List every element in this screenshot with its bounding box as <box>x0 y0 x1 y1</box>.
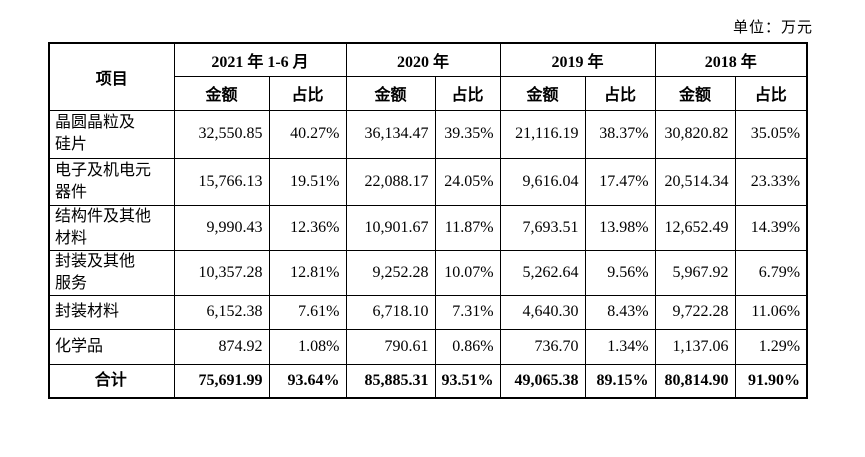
ratio-cell: 39.35% <box>434 109 501 159</box>
ratio-cell: 14.39% <box>734 204 808 251</box>
total-ratio-cell: 91.90% <box>734 363 808 399</box>
row-label: 结构件及其他 材料 <box>48 204 175 251</box>
table-row: 化学品 874.92 1.08% 790.61 0.86% 736.70 1.3… <box>48 328 808 365</box>
total-label: 合计 <box>48 363 175 399</box>
amount-cell: 10,901.67 <box>345 204 436 251</box>
ratio-cell: 10.07% <box>434 249 501 296</box>
amount-cell: 5,262.64 <box>499 249 586 296</box>
total-amount-cell: 85,885.31 <box>345 363 436 399</box>
ratio-cell: 6.79% <box>734 249 808 296</box>
header-amount: 金额 <box>654 75 736 111</box>
amount-cell: 874.92 <box>173 328 270 365</box>
amount-cell: 21,116.19 <box>499 109 586 159</box>
amount-cell: 9,990.43 <box>173 204 270 251</box>
header-row-periods: 项目 2021 年 1-6 月 2020 年 2019 年 2018 年 <box>48 42 808 111</box>
header-ratio: 占比 <box>434 75 501 111</box>
ratio-cell: 1.08% <box>268 328 347 365</box>
ratio-cell: 23.33% <box>734 157 808 206</box>
ratio-cell: 0.86% <box>434 328 501 365</box>
ratio-cell: 13.98% <box>584 204 656 251</box>
amount-cell: 9,616.04 <box>499 157 586 206</box>
row-label: 封装材料 <box>48 294 175 330</box>
header-ratio: 占比 <box>584 75 656 111</box>
total-row: 合计 75,691.99 93.64% 85,885.31 93.51% 49,… <box>48 363 808 399</box>
table-row: 封装材料 6,152.38 7.61% 6,718.10 7.31% 4,640… <box>48 294 808 330</box>
amount-cell: 7,693.51 <box>499 204 586 251</box>
amount-cell: 790.61 <box>345 328 436 365</box>
unit-label: 单位：万元 <box>732 20 813 36</box>
ratio-cell: 19.51% <box>268 157 347 206</box>
ratio-cell: 12.36% <box>268 204 347 251</box>
amount-cell: 15,766.13 <box>173 157 270 206</box>
ratio-cell: 17.47% <box>584 157 656 206</box>
amount-cell: 9,722.28 <box>654 294 736 330</box>
amount-cell: 6,152.38 <box>173 294 270 330</box>
header-row-sub: 金额 占比 金额 占比 金额 占比 金额 占比 <box>49 75 808 111</box>
ratio-cell: 8.43% <box>584 294 656 330</box>
row-label: 封装及其他 服务 <box>48 249 175 296</box>
header-ratio: 占比 <box>734 75 808 111</box>
ratio-cell: 1.29% <box>734 328 808 365</box>
header-ratio: 占比 <box>268 75 347 111</box>
table-row: 晶圆晶粒及 硅片 32,550.85 40.27% 36,134.47 39.3… <box>48 109 808 159</box>
ratio-cell: 24.05% <box>434 157 501 206</box>
ratio-cell: 35.05% <box>734 109 808 159</box>
amount-cell: 6,718.10 <box>345 294 436 330</box>
header-period-2020: 2020 年 <box>345 42 501 77</box>
header-period-2019: 2019 年 <box>499 42 656 77</box>
amount-cell: 12,652.49 <box>654 204 736 251</box>
total-amount-cell: 49,065.38 <box>499 363 586 399</box>
ratio-cell: 11.87% <box>434 204 501 251</box>
amount-cell: 736.70 <box>499 328 586 365</box>
row-label: 化学品 <box>48 328 175 365</box>
amount-cell: 22,088.17 <box>345 157 436 206</box>
header-period-2021h1: 2021 年 1-6 月 <box>173 42 347 77</box>
ratio-cell: 12.81% <box>268 249 347 296</box>
amount-cell: 30,820.82 <box>654 109 736 159</box>
table-row: 结构件及其他 材料 9,990.43 12.36% 10,901.67 11.8… <box>48 204 808 251</box>
amount-cell: 9,252.28 <box>345 249 436 296</box>
table-row: 电子及机电元 器件 15,766.13 19.51% 22,088.17 24.… <box>48 157 808 206</box>
header-amount: 金额 <box>499 75 586 111</box>
table-row: 封装及其他 服务 10,357.28 12.81% 9,252.28 10.07… <box>48 249 808 296</box>
row-label: 电子及机电元 器件 <box>48 157 175 206</box>
amount-cell: 1,137.06 <box>654 328 736 365</box>
ratio-cell: 1.34% <box>584 328 656 365</box>
cost-composition-table: 项目 2021 年 1-6 月 2020 年 2019 年 2018 年 金额 … <box>48 42 809 399</box>
ratio-cell: 11.06% <box>734 294 808 330</box>
header-amount: 金额 <box>173 75 270 111</box>
row-label: 晶圆晶粒及 硅片 <box>48 109 175 159</box>
ratio-cell: 9.56% <box>584 249 656 296</box>
amount-cell: 5,967.92 <box>654 249 736 296</box>
amount-cell: 36,134.47 <box>345 109 436 159</box>
ratio-cell: 38.37% <box>584 109 656 159</box>
total-amount-cell: 80,814.90 <box>654 363 736 399</box>
ratio-cell: 7.31% <box>434 294 501 330</box>
total-amount-cell: 75,691.99 <box>173 363 270 399</box>
header-period-2018: 2018 年 <box>654 42 808 77</box>
amount-cell: 32,550.85 <box>173 109 270 159</box>
header-project: 项目 <box>48 42 175 111</box>
ratio-cell: 40.27% <box>268 109 347 159</box>
total-ratio-cell: 93.51% <box>434 363 501 399</box>
total-ratio-cell: 89.15% <box>584 363 656 399</box>
amount-cell: 4,640.30 <box>499 294 586 330</box>
amount-cell: 10,357.28 <box>173 249 270 296</box>
header-amount: 金额 <box>345 75 436 111</box>
total-ratio-cell: 93.64% <box>268 363 347 399</box>
amount-cell: 20,514.34 <box>654 157 736 206</box>
ratio-cell: 7.61% <box>268 294 347 330</box>
